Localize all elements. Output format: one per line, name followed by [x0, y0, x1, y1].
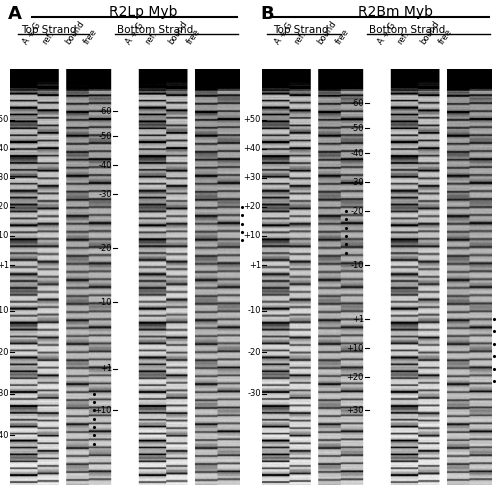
- Text: +20: +20: [346, 372, 364, 381]
- Text: +10: +10: [94, 406, 112, 415]
- Text: A + G: A + G: [376, 21, 398, 46]
- Text: +30: +30: [244, 173, 261, 182]
- Text: ref.: ref.: [292, 30, 308, 46]
- Text: -10: -10: [98, 298, 112, 307]
- Text: +1: +1: [352, 315, 364, 324]
- Text: ref.: ref.: [396, 30, 410, 46]
- Text: +1: +1: [100, 364, 112, 373]
- Text: R2Lp Myb: R2Lp Myb: [109, 5, 178, 19]
- Text: -10: -10: [248, 306, 261, 315]
- Text: -20: -20: [350, 206, 364, 215]
- Text: Top Strand: Top Strand: [21, 25, 76, 35]
- Text: -40: -40: [98, 161, 112, 170]
- Text: +10: +10: [346, 343, 364, 353]
- Text: ref.: ref.: [144, 30, 158, 46]
- Text: +30: +30: [0, 173, 9, 182]
- Text: B: B: [260, 5, 274, 23]
- Text: +50: +50: [244, 115, 261, 124]
- Text: A: A: [8, 5, 22, 23]
- Text: ref.: ref.: [40, 30, 56, 46]
- Text: -50: -50: [98, 132, 112, 141]
- Text: -40: -40: [0, 431, 9, 440]
- Text: bound: bound: [316, 19, 338, 46]
- Text: -30: -30: [248, 389, 261, 398]
- Text: +20: +20: [0, 203, 9, 211]
- Text: Bottom Strand: Bottom Strand: [117, 25, 193, 35]
- Text: A + G: A + G: [124, 21, 146, 46]
- Text: +40: +40: [244, 144, 261, 153]
- Text: free: free: [437, 27, 454, 46]
- Text: -40: -40: [350, 149, 364, 158]
- Text: -10: -10: [0, 306, 9, 315]
- Text: -30: -30: [350, 177, 364, 187]
- Text: -20: -20: [248, 348, 261, 357]
- Text: Bottom Strand: Bottom Strand: [369, 25, 445, 35]
- Text: A + G: A + G: [21, 21, 42, 46]
- Text: -20: -20: [98, 244, 112, 253]
- Text: free: free: [334, 27, 351, 46]
- Text: +30: +30: [346, 406, 364, 415]
- Text: R2Bm Myb: R2Bm Myb: [358, 5, 433, 19]
- Text: +1: +1: [0, 260, 9, 270]
- Text: -20: -20: [0, 348, 9, 357]
- Text: free: free: [185, 27, 202, 46]
- Text: +20: +20: [244, 203, 261, 211]
- Text: -60: -60: [98, 107, 112, 116]
- Text: bound: bound: [64, 19, 86, 46]
- Text: -30: -30: [98, 190, 112, 199]
- Text: bound: bound: [167, 19, 190, 46]
- Text: +40: +40: [0, 144, 9, 153]
- Text: free: free: [82, 27, 99, 46]
- Text: -50: -50: [350, 124, 364, 132]
- Text: -30: -30: [0, 389, 9, 398]
- Text: bound: bound: [419, 19, 442, 46]
- Text: +10: +10: [244, 232, 261, 241]
- Text: -60: -60: [350, 99, 364, 108]
- Text: Top Strand: Top Strand: [273, 25, 328, 35]
- Text: +10: +10: [0, 232, 9, 241]
- Text: -10: -10: [350, 260, 364, 270]
- Text: A + G: A + G: [273, 21, 294, 46]
- Text: +1: +1: [249, 260, 261, 270]
- Text: +50: +50: [0, 115, 9, 124]
